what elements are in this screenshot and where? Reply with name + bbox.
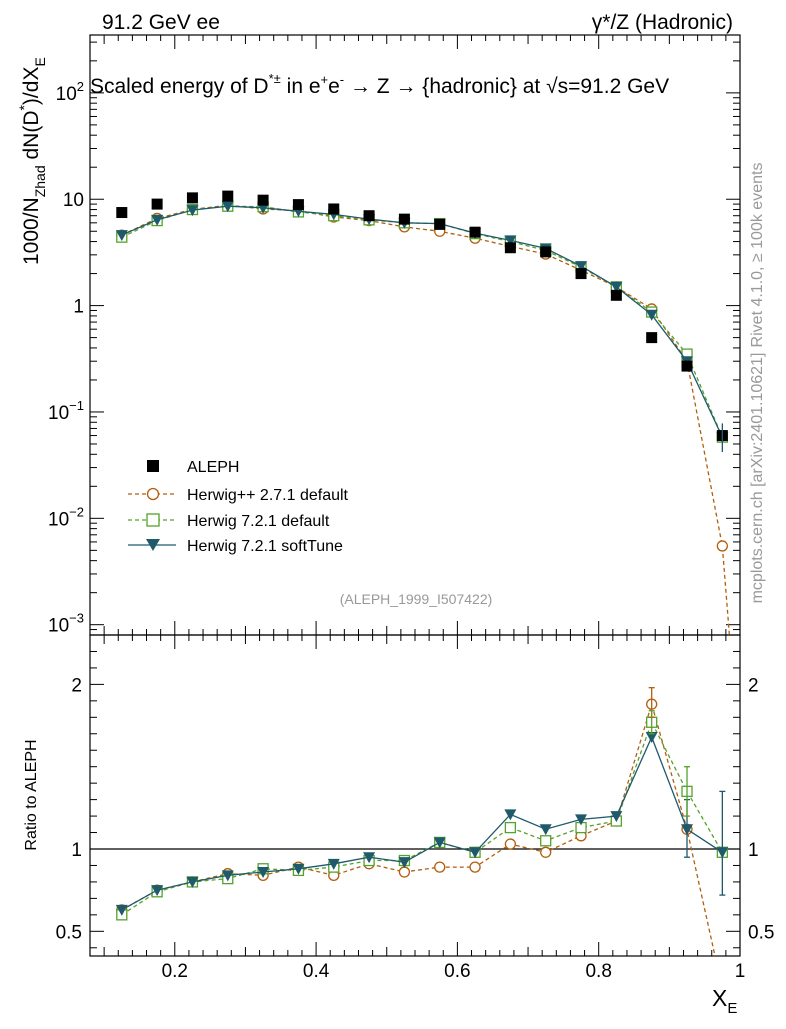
ratio-point-triangle-down: [115, 904, 128, 916]
data-point-square: [292, 199, 304, 211]
data-point-square: [681, 360, 693, 372]
main-y-tick-label: 10: [63, 190, 84, 211]
data-point-triangle-down: [645, 309, 658, 321]
ratio-y-tick-label: 1: [71, 840, 82, 861]
ratio-point-circle: [540, 846, 552, 858]
ratio-point-triangle-down: [469, 847, 482, 859]
ratio-point-triangle-down: [610, 811, 623, 823]
data-point-square: [469, 226, 481, 238]
legend-marker-herwig7-softtune: [146, 539, 160, 551]
ratio-point-triangle-down: [327, 858, 340, 870]
data-point-square: [363, 210, 375, 222]
main-y-tick-label: 10−3: [48, 611, 84, 637]
mcplots-note: mcplots.cern.ch [arXiv:2401.10621]: [749, 353, 766, 604]
rivet-note: Rivet 4.1.0, ≥ 100k events: [749, 163, 766, 348]
x-tick-label: 0.6: [444, 961, 470, 982]
ratio-point-triangle-down: [186, 876, 199, 888]
data-point-square: [504, 242, 516, 254]
ratio-point-triangle-down: [398, 857, 411, 869]
x-tick-label: 1: [735, 961, 746, 982]
ratio-point-circle: [469, 861, 481, 873]
data-point-square: [257, 194, 269, 206]
ratio-series-line-0: [121, 701, 716, 956]
main-y-tick-label: 102: [56, 79, 84, 105]
ratio-point-circle: [398, 866, 411, 878]
ratio-y-tick-label: 0.5: [56, 922, 82, 943]
ratio-point-circle: [504, 838, 517, 850]
ratio-point-open-square: [540, 835, 552, 847]
ratio-y-label: Ratio to ALEPH: [23, 739, 40, 850]
main-y-tick-label: 10−2: [48, 504, 84, 530]
ratio-y-tick-label-right: 0.5: [748, 922, 774, 943]
data-point-square: [434, 218, 446, 230]
ratio-point-triangle-down: [645, 732, 658, 744]
data-point-triangle-down: [186, 205, 199, 217]
header-left: 91.2 GeV ee: [102, 11, 220, 34]
data-point-square: [540, 246, 552, 258]
ratio-point-triangle-down: [292, 863, 305, 875]
data-point-square: [328, 203, 340, 215]
data-point-triangle-down: [504, 235, 517, 247]
ratio-point-circle: [434, 861, 446, 873]
ratio-y-tick-label-right: 2: [748, 675, 759, 696]
chart-title: Scaled energy of D*± in e+e- → Z → {hadr…: [90, 71, 669, 98]
legend: ALEPH Herwig++ 2.7.1 default Herwig 7.2.…: [128, 459, 349, 555]
ratio-point-triangle-down: [539, 824, 552, 836]
data-point-square: [116, 207, 128, 219]
legend-marker-aleph: [147, 460, 159, 472]
x-tick-label: 0.8: [585, 961, 611, 982]
ratio-series-line-2: [121, 735, 723, 911]
ratio-point-triangle-down: [575, 814, 588, 826]
ratio-series-line-1: [121, 720, 723, 916]
ratio-point-triangle-down: [151, 885, 164, 897]
main-y-tick-label: 1: [73, 297, 84, 318]
ratio-plot-frame: [89, 634, 741, 957]
data-point-triangle-down: [610, 281, 623, 293]
x-tick-label: 0.2: [162, 961, 188, 982]
series-line-3: [121, 205, 723, 438]
data-point-square: [646, 332, 658, 344]
data-point-triangle-down: [151, 214, 164, 226]
series-line-1: [121, 204, 731, 635]
ratio-y-tick-label-right: 1: [748, 840, 759, 861]
data-point-triangle-down: [575, 261, 588, 273]
legend-label-herwig7-default: Herwig 7.2.1 default: [187, 513, 330, 530]
ratio-point-triangle-down: [363, 852, 376, 864]
data-point-triangle-down: [115, 230, 128, 242]
ratio-y-tick-label: 2: [71, 675, 82, 696]
x-axis-label: XE: [712, 985, 737, 1017]
data-point-square: [186, 192, 198, 204]
ratio-point-triangle-down: [433, 837, 446, 849]
series-line-2: [121, 205, 723, 438]
data-point-triangle-down: [221, 201, 234, 213]
legend-marker-herwig7-default: [146, 513, 160, 527]
x-tick-label: 0.4: [303, 961, 330, 982]
data-point-square: [222, 190, 234, 202]
data-point-square: [151, 198, 163, 210]
main-y-label: 1000/NZhad dN(D*)/dXE: [16, 57, 48, 265]
data-point-circle: [716, 540, 728, 552]
ratio-point-triangle-down: [257, 867, 270, 879]
legend-label-aleph: ALEPH: [187, 459, 239, 476]
main-y-tick-label: 10−1: [48, 398, 84, 424]
data-point-square: [610, 289, 622, 301]
data-point-square: [398, 213, 410, 225]
ratio-point-triangle-down: [504, 809, 517, 821]
data-point-square: [575, 268, 587, 280]
ratio-point-triangle-down: [221, 870, 234, 882]
header-right: γ*/Z (Hadronic): [592, 11, 733, 34]
legend-label-herwig7-softtune: Herwig 7.2.1 softTune: [187, 538, 343, 555]
analysis-annotation: (ALEPH_1999_I507422): [340, 591, 493, 607]
legend-marker-herwigpp: [146, 487, 160, 501]
legend-label-herwigpp: Herwig++ 2.7.1 default: [187, 487, 349, 504]
ratio-point-open-square: [504, 821, 517, 834]
